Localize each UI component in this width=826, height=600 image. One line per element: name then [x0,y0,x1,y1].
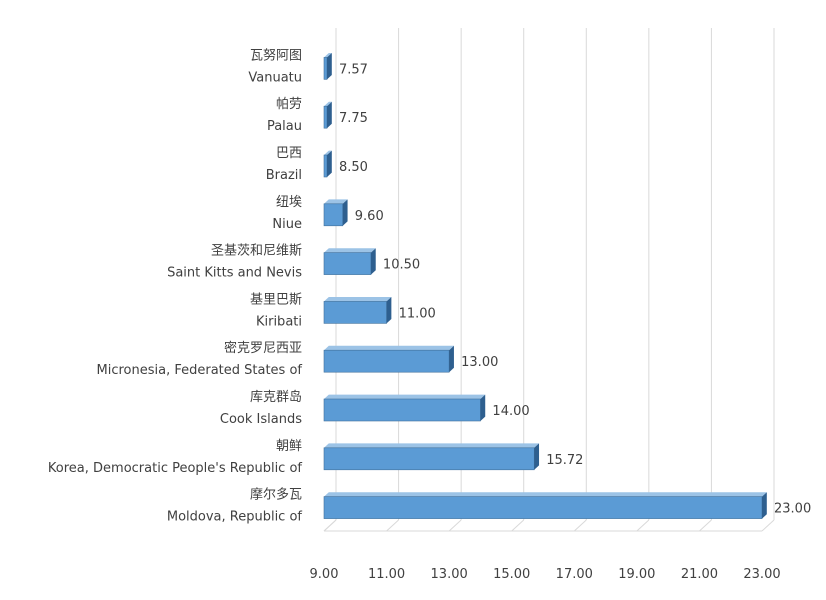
bar-front-face [323,496,763,519]
bar-top-face [324,101,332,107]
bar [323,443,540,471]
x-tick-label: 19.00 [618,567,655,582]
data-label: 11.00 [399,306,436,321]
bar-front-face [323,447,535,471]
gridline-floor [699,519,712,532]
category-label-zh: 圣基茨和尼维斯 [211,244,302,259]
data-label: 13.00 [461,355,498,370]
bar [323,492,767,519]
bar-front-face [323,105,328,129]
bar-top-face [324,53,332,58]
category-label-zh: 库克群岛 [250,389,302,405]
category-label-zh: 瓦努阿图 [250,48,302,63]
category-label-en: Palau [267,119,302,134]
bar-end-face [327,101,332,129]
category-label-en: Saint Kitts and Nevis [167,266,302,281]
bar [323,297,392,324]
bar-top-face [324,150,332,155]
category-label-en: Brazil [266,168,302,183]
gridline-floor [448,519,462,532]
category-labels: 瓦努阿图 Vanuatu 帕劳 Palau 巴西 Brazil 纽埃 Niue 圣基茨和尼维斯 S… [48,48,303,524]
data-label: 8.50 [339,160,368,175]
x-tick-label: 23.00 [743,567,780,582]
bar-end-face [342,199,348,226]
bar [323,199,348,227]
bar-front-face [323,349,450,373]
bar-top-face [324,492,767,497]
gridline-floor [573,519,587,532]
bar-front-face [323,398,481,422]
bar-top-face [324,345,454,351]
bar [323,394,486,422]
gridline-floor [636,519,650,532]
category-label-en: Moldova, Republic of [167,510,303,525]
data-label: 9.60 [355,209,384,224]
bar-top-face [324,248,376,253]
bar-top-face [324,443,540,448]
category-label-zh: 基里巴斯 [250,292,302,307]
data-label: 10.50 [383,258,420,273]
category-label-en: Niue [272,217,302,232]
bar-end-face [534,443,540,470]
x-axis-ticks: 9.00 11.00 13.00 15.00 17.00 19.00 21.00 23.00 [310,567,781,582]
gridline-floor [386,519,399,532]
category-label-en: Korea, Democratic People's Republic of [48,461,303,476]
bar-end-face [480,394,486,421]
bar-top-face [324,394,486,399]
bar-end-face [327,150,332,177]
bar [323,101,332,129]
category-label-en: Kiribati [256,314,302,329]
bar-end-face [762,492,767,519]
bar-end-face [327,53,332,80]
bars [323,53,767,519]
bar-end-face [449,345,454,373]
bar [323,248,376,275]
category-label-en: Vanuatu [248,70,302,85]
category-label-zh: 密克罗尼西亚 [224,340,302,356]
gridline-floor [761,519,775,532]
data-label: 23.00 [774,502,811,517]
data-label: 14.00 [492,404,529,419]
data-label: 7.75 [339,111,368,126]
category-label-zh: 摩尔多瓦 [250,487,302,503]
data-label: 7.57 [339,62,368,77]
gridline-floor [511,519,525,532]
category-label-zh: 巴西 [276,146,302,161]
x-tick-label: 15.00 [493,567,530,582]
bar-end-face [370,248,376,275]
bar-front-face [323,252,372,275]
category-label-zh: 纽埃 [276,195,302,210]
bar-front-face [323,57,328,80]
category-label-zh: 朝鲜 [276,439,302,454]
category-label-zh: 帕劳 [276,96,302,112]
gridlines [323,28,775,532]
bar-front-face [323,203,344,227]
bar [323,53,332,80]
bar-end-face [386,297,392,324]
bar [323,150,332,178]
x-tick-label: 21.00 [681,567,718,582]
bar [323,345,454,373]
x-tick-label: 17.00 [556,567,593,582]
category-label-en: Cook Islands [220,412,302,427]
x-tick-label: 11.00 [368,567,405,582]
x-tick-label: 13.00 [431,567,468,582]
chart-floor [323,519,762,532]
bar-front-face [323,301,387,324]
data-label: 15.72 [546,453,583,468]
bar-front-face [323,154,328,178]
data-labels: 7.57 7.75 8.50 9.60 10.50 11.00 13.00 14.00 15.7… [339,62,811,516]
bar-top-face [324,199,348,204]
category-label-en: Micronesia, Federated States of [97,363,303,378]
floor-edge [323,519,337,532]
bar-top-face [324,297,392,302]
x-tick-label: 9.00 [310,567,339,582]
